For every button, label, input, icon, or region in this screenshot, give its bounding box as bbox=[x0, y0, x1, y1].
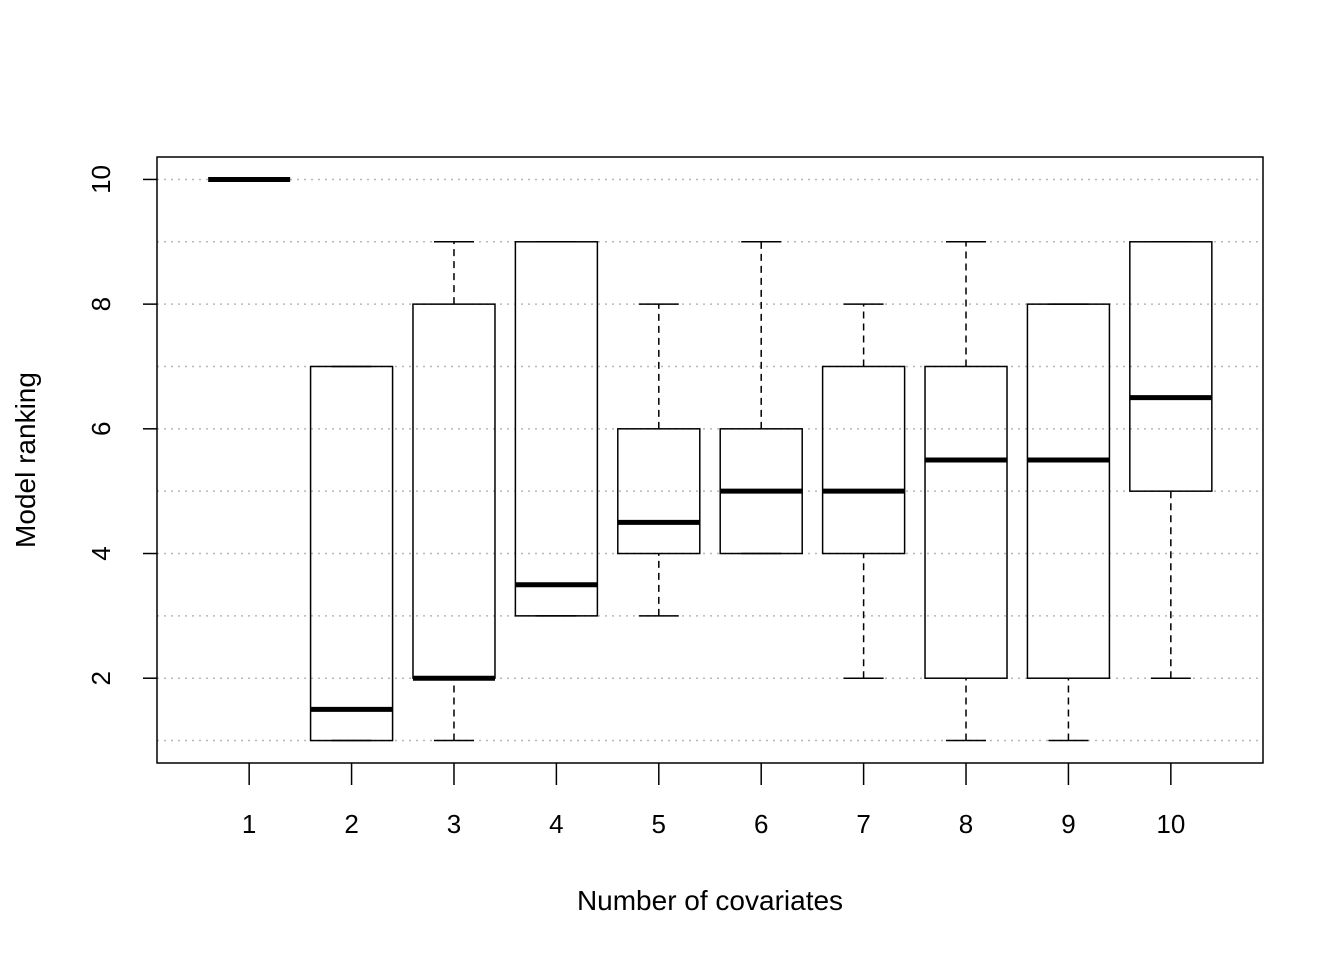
y-tick-label: 10 bbox=[86, 165, 116, 194]
box-body bbox=[821, 365, 906, 555]
x-tick-label: 3 bbox=[447, 809, 461, 839]
x-tick-label: 7 bbox=[856, 809, 870, 839]
box-body bbox=[309, 365, 394, 742]
box-8 bbox=[924, 241, 1008, 742]
box-5 bbox=[617, 303, 701, 617]
box-4 bbox=[514, 241, 599, 617]
box-6 bbox=[719, 241, 803, 555]
box-body bbox=[514, 241, 599, 617]
y-tick-label: 6 bbox=[86, 422, 116, 436]
x-tick-label: 5 bbox=[652, 809, 666, 839]
box-body bbox=[924, 365, 1008, 679]
boxes bbox=[208, 176, 1213, 742]
x-axis-title: Number of covariates bbox=[577, 885, 843, 916]
box-10 bbox=[1129, 241, 1213, 679]
box-2 bbox=[309, 365, 394, 742]
plot-frame bbox=[156, 156, 1264, 764]
x-tick-label: 2 bbox=[344, 809, 358, 839]
x-tick-label: 1 bbox=[242, 809, 256, 839]
box-7 bbox=[821, 303, 906, 679]
x-axis: 1 2 3 4 5 6 7 8 9 10 bbox=[242, 763, 1185, 839]
x-tick-label: 9 bbox=[1061, 809, 1075, 839]
y-axis: 2 4 6 8 10 bbox=[86, 165, 157, 685]
box-body bbox=[412, 303, 496, 679]
x-tick-label: 8 bbox=[959, 809, 973, 839]
y-tick-label: 2 bbox=[86, 671, 116, 685]
box-3 bbox=[412, 241, 496, 742]
box-body bbox=[1026, 303, 1111, 679]
x-tick-label: 10 bbox=[1156, 809, 1185, 839]
y-tick-label: 8 bbox=[86, 297, 116, 311]
y-axis-title: Model ranking bbox=[10, 372, 41, 548]
x-tick-label: 4 bbox=[549, 809, 563, 839]
y-tick-label: 4 bbox=[86, 546, 116, 560]
gridlines bbox=[157, 178, 1263, 742]
box-body bbox=[617, 428, 701, 555]
box-9 bbox=[1026, 303, 1111, 742]
box-body bbox=[1129, 241, 1213, 492]
x-tick-label: 6 bbox=[754, 809, 768, 839]
